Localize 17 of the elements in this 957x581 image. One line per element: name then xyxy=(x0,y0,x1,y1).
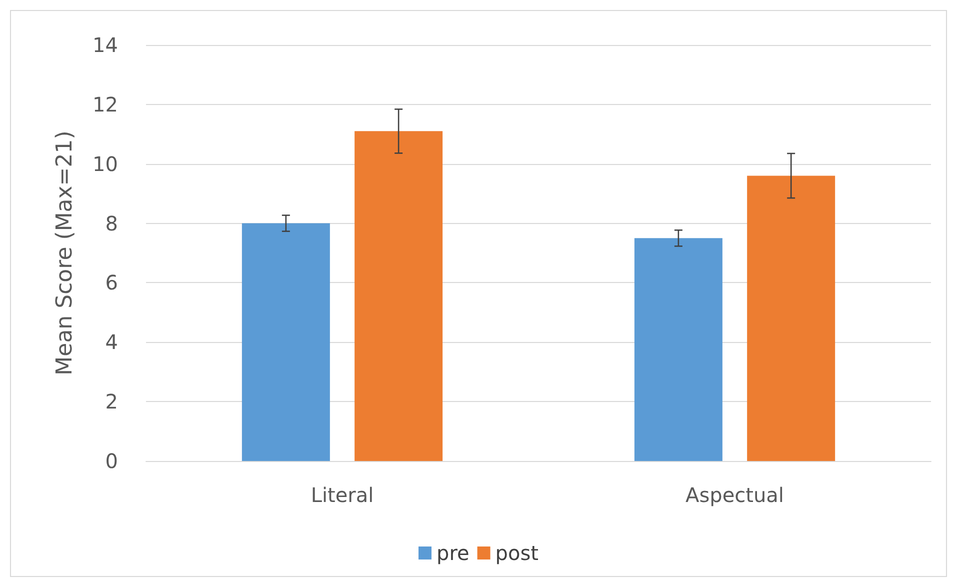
y-tick-label: 12 xyxy=(92,92,118,116)
y-axis-title: Mean Score (Max=21) xyxy=(52,130,78,376)
y-tick-label: 2 xyxy=(105,390,118,414)
y-tick-label: 8 xyxy=(105,211,118,236)
y-tick-label: 10 xyxy=(92,152,118,176)
legend-label: post xyxy=(495,541,539,565)
x-tick-label: Aspectual xyxy=(686,483,784,507)
bar xyxy=(747,176,836,461)
y-tick-label: 6 xyxy=(105,270,118,295)
y-tick-label: 0 xyxy=(105,449,118,473)
bar xyxy=(242,223,330,461)
bar xyxy=(634,238,722,461)
x-tick-label: Literal xyxy=(310,483,374,507)
y-tick-label: 4 xyxy=(105,330,118,354)
legend-label: pre xyxy=(436,541,470,565)
y-tick-label: 14 xyxy=(92,33,118,57)
bar xyxy=(354,131,443,461)
